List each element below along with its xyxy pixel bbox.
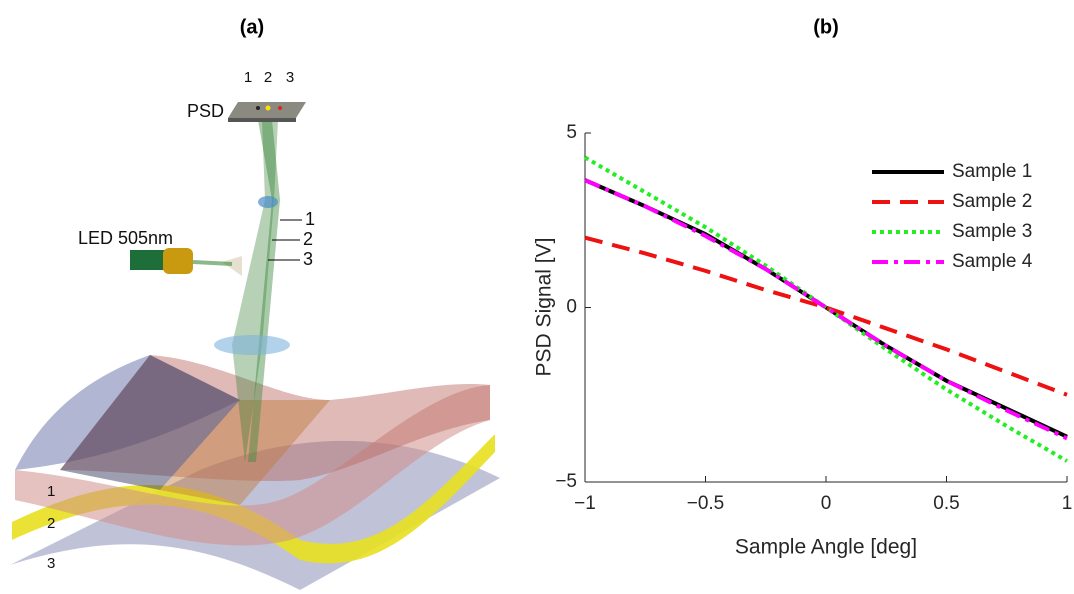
legend-label: Sample 3 bbox=[952, 221, 1032, 242]
surface-blend bbox=[15, 385, 490, 546]
surface-label: 2 bbox=[47, 515, 55, 532]
spot bbox=[265, 105, 271, 111]
x-axis-label: Sample Angle [deg] bbox=[735, 536, 917, 559]
spot-label: 2 bbox=[264, 69, 272, 86]
legend-label: Sample 4 bbox=[952, 251, 1033, 272]
x-tick-label: 1 bbox=[1062, 493, 1073, 514]
beam-label: 1 bbox=[305, 209, 315, 229]
surface-shade bbox=[60, 355, 240, 490]
mirror bbox=[222, 256, 242, 276]
x-tick-label: −1 bbox=[574, 493, 596, 514]
y-tick-label: 0 bbox=[566, 297, 577, 318]
beam-label: 2 bbox=[303, 229, 313, 249]
led-body bbox=[130, 250, 165, 270]
legend-label: Sample 2 bbox=[952, 191, 1032, 212]
spot-label: 3 bbox=[286, 69, 294, 86]
y-axis-label: PSD Signal [V] bbox=[533, 238, 556, 377]
series-line bbox=[584, 178, 1068, 441]
led-label: LED 505nm bbox=[78, 228, 173, 248]
series-line bbox=[584, 178, 1068, 439]
legend-label: Sample 1 bbox=[952, 161, 1032, 182]
spot bbox=[256, 106, 260, 110]
surface-label: 3 bbox=[47, 555, 55, 572]
lens bbox=[258, 196, 278, 208]
y-tick-label: 5 bbox=[566, 122, 577, 143]
chart: (b) Sample Angle [deg] PSD Signal [V] −5… bbox=[533, 16, 1073, 558]
x-tick-label: 0 bbox=[821, 493, 832, 514]
x-tick-label: −0.5 bbox=[687, 493, 725, 514]
surface-label: 1 bbox=[47, 483, 55, 500]
psd-label: PSD bbox=[187, 101, 224, 121]
y-tick-label: −5 bbox=[555, 471, 577, 492]
psd-plate-edge bbox=[228, 118, 296, 122]
surface-band bbox=[160, 400, 330, 505]
chart-title: (b) bbox=[813, 16, 839, 38]
led-beam bbox=[192, 260, 233, 266]
spot-label: 1 bbox=[244, 69, 252, 86]
lens bbox=[214, 335, 290, 355]
panel-title: (a) bbox=[240, 16, 264, 38]
beam-label: 3 bbox=[303, 249, 313, 269]
series-line bbox=[584, 235, 1068, 397]
spot bbox=[278, 106, 282, 110]
diagram: (a) PSD 1 2 3 LED 505nm 1 2 bbox=[10, 16, 500, 590]
x-tick-label: 0.5 bbox=[933, 493, 959, 514]
led-head bbox=[163, 248, 193, 274]
